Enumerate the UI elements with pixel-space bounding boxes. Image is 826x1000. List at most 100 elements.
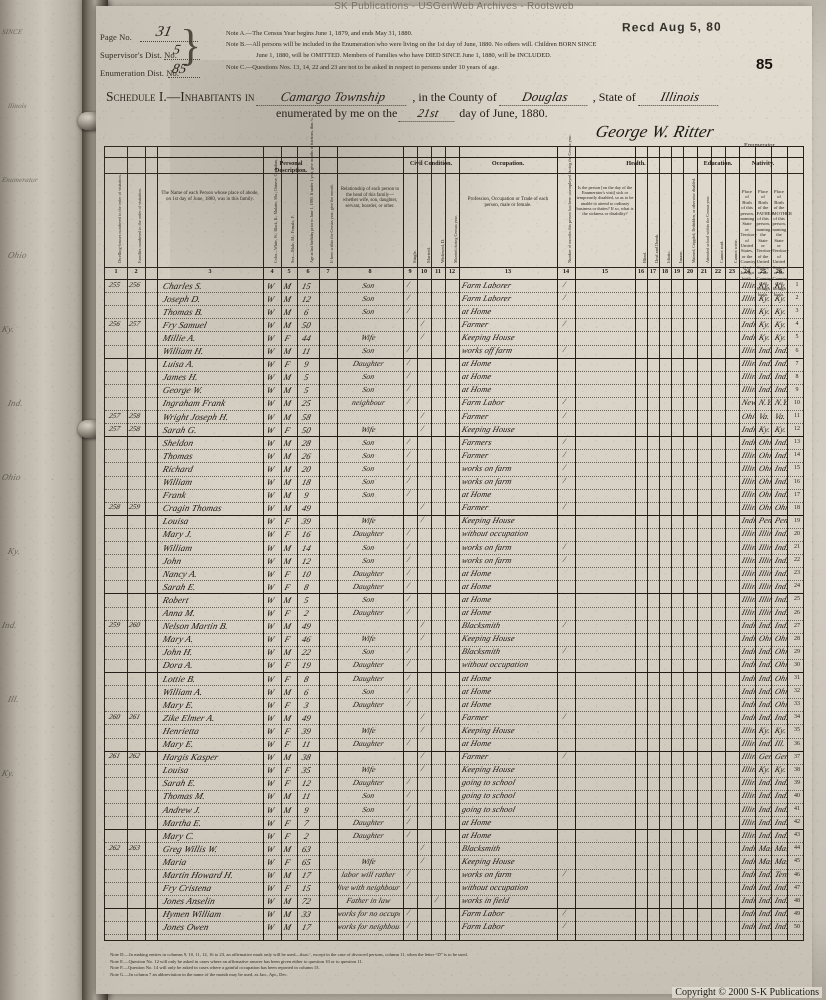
row-44-married-mark: / [419,842,426,852]
state-value: Illinois [637,89,722,106]
row-40-color: W [265,791,276,802]
row-26-color: W [265,608,276,618]
row-12-married-mark: / [419,423,426,433]
row-44-name: Greg Willis W. [161,843,219,854]
row-13-unemployed-mark: / [561,436,568,446]
row-37-dwelling: 261 [107,752,122,761]
row-7-color: W [265,359,276,370]
row-number-24: 24 [794,583,800,590]
column-rule-24 [755,147,756,940]
archive-watermark: SK Publications - USGenWeb Archives - Ro… [334,1,574,12]
row-25-relationship: Son [361,594,376,604]
row-number-45: 45 [794,858,800,865]
row-36-sex: F [283,739,292,749]
row-39-birthplace-father: Ind. [757,778,774,788]
row-18-unemployed-mark: / [561,502,568,512]
column-rule-15 [635,147,636,940]
row-3-single-mark: / [405,305,412,315]
row-19-birthplace-person: Indiana [740,516,757,526]
row-35-name: Henrietta [161,725,201,736]
row-21-relationship: Son [361,542,376,552]
row-1-sex: M [282,280,293,291]
row-28-color: W [265,634,276,645]
row-17-occupation: at Home [460,490,493,500]
row-25-birthplace-mother: Ind. [773,594,790,604]
note-e: Note E.—Question No. 12 will only be ask… [110,958,363,964]
row-38-color: W [265,765,276,776]
row-30-birthplace-mother: Ohio [773,660,790,670]
bleed-through-text-10: Ky. [0,768,16,778]
row-40-sex: M [282,791,293,802]
row-22-age: 12 [300,555,313,566]
page-no-label: Page No. [100,32,132,42]
row-47-birthplace-father: Ind. [757,883,774,893]
row-18-occupation: Farmer [460,503,490,513]
row-25-color: W [265,594,276,605]
row-47-sex: F [283,883,292,894]
row-36-single-mark: / [405,738,412,747]
row-45-birthplace-person: Indiana [740,856,757,866]
row-2-birthplace-mother: Ky. [773,293,788,303]
row-1-birthplace-person: Illinois [740,280,757,290]
row-15-birthplace-father: Ohio [757,463,774,473]
column-number-8: 8 [368,268,372,275]
row-30-relationship: Daughter [352,660,385,670]
row-21-unemployed-mark: / [561,541,568,551]
row-34-married-mark: / [419,711,426,721]
row-44-birthplace-father: Mass. [757,843,774,853]
column-rule-13 [557,147,558,940]
row-21-birthplace-person: Illinois [740,542,757,552]
column-number-1: 1 [114,268,118,275]
row-22-sex: M [282,555,293,566]
row-rule-11 [105,423,803,425]
row-number-48: 48 [794,897,800,904]
row-rule-47 [105,894,803,896]
row-32-relationship: Son [361,686,376,696]
row-23-birthplace-father: Illinois [757,568,774,578]
row-38-birthplace-mother: Ky. [773,765,788,775]
column-rule-11 [445,147,446,940]
row-18-name: Cragin Thomas [161,503,223,514]
row-22-birthplace-mother: Ind. [773,555,790,565]
row-14-age: 26 [300,450,313,461]
row-43-birthplace-mother: Ind. [773,830,790,840]
row-number-1: 1 [795,282,799,288]
row-16-unemployed-mark: / [561,476,568,485]
row-26-sex: F [283,608,292,618]
row-28-age: 46 [300,634,313,645]
column-rule-17 [659,147,660,940]
row-8-occupation: at Home [460,372,493,382]
row-44-birthplace-mother: Mass. [773,843,790,853]
row-11-birthplace-father: Va. [757,411,771,421]
row-10-birthplace-mother: N.Y. [773,398,790,408]
row-39-single-mark: / [405,777,412,787]
row-number-31: 31 [794,675,800,681]
group-nativity: Nativity. [751,160,775,167]
row-rule-29 [105,658,803,660]
row-21-color: W [265,542,276,553]
row-10-birthplace-person: New York [740,398,757,408]
row-2-occupation: Farm Laborer [460,293,513,303]
row-12-dwelling: 257 [107,424,122,433]
row-48-sex: M [282,896,293,907]
row-38-birthplace-father: Ky. [757,765,772,775]
column-number-13: 13 [504,268,512,275]
row-16-sex: M [282,477,293,487]
row-32-color: W [265,686,276,697]
row-29-age: 22 [300,647,313,658]
column-number-20: 20 [686,268,694,275]
column-rule-20 [697,147,698,940]
row-number-35: 35 [794,727,800,734]
row-46-occupation: works on farm [460,870,513,879]
row-47-color: W [265,883,276,894]
row-24-age: 8 [303,581,310,592]
row-24-birthplace-mother: Ind. [773,581,790,591]
row-50-birthplace-father: Ind. [757,922,774,932]
header-born-month: If born within the Census year, give the… [329,184,335,263]
row-32-birthplace-father: Ind. [757,686,774,696]
row-5-birthplace-person: Indiana [740,332,757,342]
row-26-birthplace-mother: Ind. [773,608,790,617]
row-20-age: 16 [300,529,313,540]
row-4-age: 50 [300,319,313,330]
row-number-36: 36 [794,740,800,747]
